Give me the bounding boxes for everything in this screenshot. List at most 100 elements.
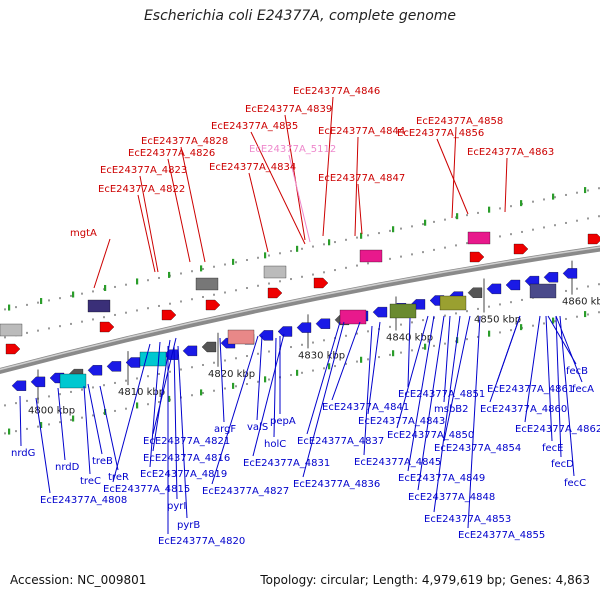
top-leader-line bbox=[284, 114, 306, 241]
track-dot bbox=[444, 342, 446, 345]
reverse-gene bbox=[372, 306, 388, 318]
track-dot bbox=[224, 263, 226, 266]
track-tick bbox=[264, 376, 267, 383]
track-dot bbox=[103, 316, 105, 319]
top-gene-label: EcE24377A_4828 bbox=[141, 136, 228, 147]
bottom-gene-label: EcE24377A_4861 bbox=[487, 384, 574, 395]
track-dot bbox=[92, 386, 94, 389]
track-dot bbox=[59, 325, 61, 328]
bottom-leader-line bbox=[87, 383, 103, 455]
bottom-gene-label: valS bbox=[247, 422, 268, 433]
track-dot bbox=[598, 187, 600, 190]
track-dot bbox=[367, 234, 369, 237]
track-dot bbox=[92, 414, 94, 417]
track-dot bbox=[521, 230, 523, 233]
track-dot bbox=[147, 307, 149, 310]
track-dot bbox=[4, 308, 6, 311]
track-dot bbox=[455, 244, 457, 247]
ruler-label: 4830 kbp bbox=[298, 350, 345, 361]
track-dot bbox=[367, 358, 369, 361]
bottom-gene-label: EcE24377A_4827 bbox=[202, 486, 289, 497]
bottom-gene-label: holC bbox=[264, 439, 286, 450]
forward-gene bbox=[587, 233, 600, 245]
track-tick bbox=[72, 291, 75, 298]
track-dot bbox=[290, 346, 292, 349]
track-dot bbox=[257, 380, 259, 383]
track-dot bbox=[191, 366, 193, 369]
track-dot bbox=[180, 368, 182, 371]
track-tick bbox=[40, 298, 43, 305]
reverse-gene-block bbox=[59, 373, 87, 389]
track-tick bbox=[584, 311, 587, 318]
bottom-leader-line bbox=[149, 341, 161, 468]
top-gene-label: EcE24377A_4856 bbox=[397, 128, 484, 139]
bottom-leader-line bbox=[19, 395, 22, 447]
track-tick bbox=[424, 219, 427, 226]
track-dot bbox=[587, 217, 589, 220]
bottom-leader-line bbox=[152, 337, 177, 435]
track-dot bbox=[224, 359, 226, 362]
bottom-leader-line bbox=[252, 333, 285, 457]
bottom-gene-label: nrdG bbox=[11, 448, 35, 459]
track-tick bbox=[168, 271, 171, 278]
top-gene-label: EcE24377A_4847 bbox=[318, 173, 405, 184]
track-dot bbox=[70, 322, 72, 325]
bottom-leader-line bbox=[256, 335, 263, 421]
track-dot bbox=[389, 229, 391, 232]
gene-block bbox=[263, 265, 287, 279]
track-tick bbox=[200, 265, 203, 272]
track-dot bbox=[334, 241, 336, 244]
bottom-leader-line bbox=[396, 315, 429, 429]
track-dot bbox=[268, 378, 270, 381]
bottom-gene-label: treC bbox=[80, 476, 101, 487]
track-dot bbox=[81, 388, 83, 391]
track-dot bbox=[411, 349, 413, 352]
top-leader-line bbox=[288, 154, 311, 243]
top-leader-line bbox=[354, 136, 359, 237]
track-dot bbox=[37, 425, 39, 428]
reverse-gene bbox=[315, 318, 331, 329]
bottom-gene-label: EcE24377A_4845 bbox=[354, 457, 441, 468]
track-dot bbox=[235, 261, 237, 264]
track-dot bbox=[466, 242, 468, 245]
track-dot bbox=[433, 220, 435, 223]
bottom-leader-line bbox=[489, 315, 521, 403]
forward-gene bbox=[205, 299, 221, 311]
track-dot bbox=[147, 403, 149, 406]
reverse-gene bbox=[30, 376, 46, 388]
track-dot bbox=[235, 289, 237, 292]
reverse-gene-block bbox=[389, 303, 417, 319]
track-dot bbox=[345, 266, 347, 269]
top-leader-line bbox=[451, 126, 457, 219]
track-dot bbox=[510, 301, 512, 304]
track-dot bbox=[246, 259, 248, 262]
bottom-gene-label: EcE24377A_4862 bbox=[515, 424, 600, 435]
track-tick bbox=[456, 213, 459, 220]
reverse-gene-block bbox=[529, 283, 557, 299]
top-leader-line bbox=[504, 157, 508, 213]
track-dot bbox=[4, 432, 6, 435]
track-dot bbox=[532, 200, 534, 203]
track-tick bbox=[136, 402, 139, 409]
track-dot bbox=[576, 191, 578, 194]
track-dot bbox=[356, 264, 358, 267]
genome-title: Escherichia coli E24377A, complete genom… bbox=[143, 8, 457, 24]
track-dot bbox=[312, 369, 314, 372]
track-dot bbox=[48, 395, 50, 398]
track-tick bbox=[488, 206, 491, 213]
top-gene-label: EcE24377A_4846 bbox=[293, 86, 380, 97]
track-tick bbox=[392, 226, 395, 233]
bottom-leader-line bbox=[433, 315, 461, 513]
track-tick bbox=[584, 187, 587, 194]
forward-gene bbox=[161, 309, 177, 321]
ruler-label: 4810 kbp bbox=[118, 387, 165, 398]
track-dot bbox=[510, 233, 512, 236]
track-dot bbox=[158, 304, 160, 307]
track-dot bbox=[103, 384, 105, 387]
track-tick bbox=[520, 200, 523, 207]
bottom-gene-label: fecC bbox=[564, 478, 586, 489]
reverse-gene bbox=[486, 283, 502, 295]
track-dot bbox=[576, 315, 578, 318]
track-tick bbox=[424, 343, 427, 350]
track-dot bbox=[26, 303, 28, 306]
